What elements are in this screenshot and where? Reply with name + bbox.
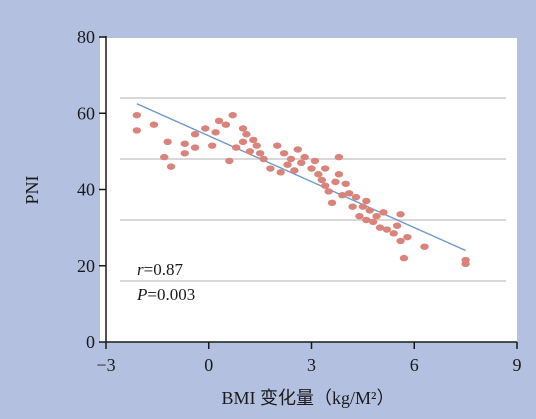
- x-tick-label: 0: [204, 355, 213, 375]
- p-annotation: P=0.003: [136, 285, 195, 304]
- data-point: [225, 157, 234, 165]
- data-point: [327, 199, 337, 207]
- data-point: [276, 169, 285, 176]
- data-point: [207, 142, 217, 149]
- trend-line: [136, 103, 466, 252]
- x-axis-label: BMI 变化量（kg/M²）: [222, 388, 395, 408]
- data-point: [132, 127, 142, 134]
- data-point: [389, 230, 398, 237]
- axes: [99, 36, 518, 349]
- data-point: [365, 207, 374, 214]
- data-point: [149, 121, 159, 128]
- x-tick-label: 6: [410, 355, 419, 375]
- x-tick-label: −3: [96, 355, 115, 375]
- data-point: [132, 111, 142, 119]
- data-point: [252, 142, 261, 149]
- data-point: [379, 209, 388, 216]
- data-point: [324, 188, 333, 195]
- data-point: [368, 218, 378, 226]
- data-point: [375, 224, 385, 231]
- p-value: =0.003: [147, 285, 195, 304]
- r-annotation: r=0.87: [137, 260, 183, 279]
- data-point: [273, 142, 282, 149]
- data-point: [180, 150, 189, 157]
- r-symbol: r: [137, 260, 144, 279]
- data-point: [348, 203, 357, 210]
- data-point: [461, 260, 470, 268]
- y-tick-label: 80: [77, 27, 95, 47]
- data-point: [403, 233, 412, 241]
- data-point: [399, 254, 409, 262]
- data-point: [351, 193, 361, 201]
- data-point: [300, 153, 309, 161]
- data-point: [344, 190, 354, 197]
- data-point: [249, 136, 258, 144]
- data-point: [307, 165, 316, 172]
- data-point: [334, 171, 344, 178]
- data-point: [201, 125, 210, 132]
- data-point: [214, 117, 224, 125]
- data-point: [160, 153, 169, 161]
- data-point: [317, 176, 326, 184]
- data-point: [310, 157, 320, 165]
- data-point: [190, 131, 200, 138]
- data-point: [238, 138, 248, 146]
- data-point: [245, 148, 255, 155]
- data-point: [266, 165, 275, 172]
- data-point: [341, 180, 350, 187]
- data-point: [238, 125, 248, 132]
- data-point: [382, 226, 392, 233]
- data-point: [255, 150, 265, 157]
- data-point: [358, 203, 368, 210]
- y-tick-label: 20: [77, 256, 95, 276]
- data-point: [228, 111, 237, 119]
- data-point: [396, 237, 405, 245]
- data-point: [314, 171, 323, 178]
- data-point: [180, 140, 189, 147]
- data-point: [190, 144, 200, 151]
- p-symbol: P: [136, 285, 147, 304]
- data-point: [286, 155, 296, 163]
- data-point: [290, 167, 299, 174]
- data-point: [362, 216, 371, 224]
- y-tick-label: 60: [77, 103, 95, 123]
- plot-area: [100, 38, 517, 342]
- data-point: [283, 161, 292, 168]
- y-tick-label: 0: [86, 332, 95, 352]
- data-point: [259, 155, 268, 163]
- data-point: [396, 211, 405, 218]
- data-point: [297, 159, 306, 167]
- x-tick-label: 3: [307, 355, 316, 375]
- data-point: [231, 144, 241, 151]
- data-point: [334, 153, 344, 161]
- data-point: [338, 192, 347, 199]
- data-point: [362, 197, 371, 205]
- data-point: [163, 138, 172, 146]
- data-point: [321, 182, 330, 189]
- data-points: [132, 111, 470, 268]
- data-point: [420, 243, 429, 250]
- y-tick-label: 40: [77, 180, 95, 200]
- data-point: [392, 222, 402, 229]
- data-point: [331, 178, 340, 186]
- y-axis-label: PNI: [22, 175, 42, 204]
- data-point: [355, 212, 364, 220]
- data-point: [211, 129, 220, 136]
- data-point: [321, 165, 330, 172]
- r-value: =0.87: [144, 260, 184, 279]
- data-point: [242, 131, 251, 138]
- data-point: [279, 150, 289, 157]
- data-point: [221, 121, 231, 128]
- data-point: [293, 146, 302, 153]
- data-point: [372, 212, 381, 220]
- data-point: [166, 163, 176, 170]
- x-tick-label: 9: [513, 355, 522, 375]
